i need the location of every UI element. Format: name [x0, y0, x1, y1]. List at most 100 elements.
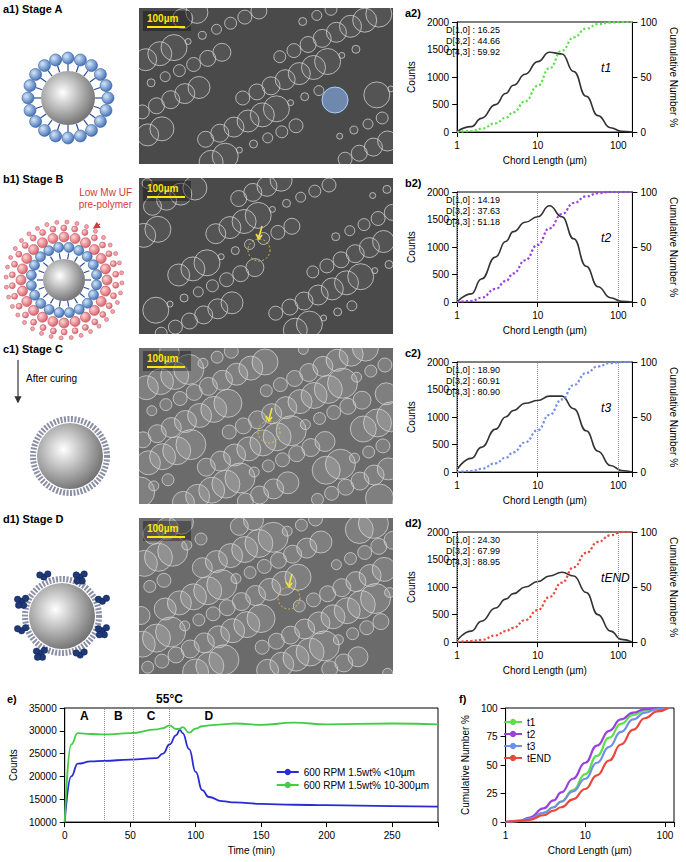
svg-text:D[4,3] : 80.90: D[4,3] : 80.90 — [446, 387, 500, 397]
svg-text:f): f) — [459, 693, 467, 705]
svg-text:0: 0 — [492, 817, 498, 828]
svg-text:D[4,3] : 59.92: D[4,3] : 59.92 — [446, 47, 500, 57]
svg-text:D[1,0] : 14.19: D[1,0] : 14.19 — [446, 195, 500, 205]
svg-text:1000: 1000 — [427, 412, 450, 423]
svg-text:20000: 20000 — [29, 771, 57, 782]
svg-text:0: 0 — [444, 637, 450, 648]
svg-text:Counts: Counts — [406, 401, 417, 433]
svg-text:2000: 2000 — [427, 17, 450, 28]
svg-text:d2): d2) — [405, 517, 422, 529]
svg-text:1500: 1500 — [427, 214, 450, 225]
svg-text:100µm: 100µm — [147, 183, 178, 194]
svg-text:c2): c2) — [405, 347, 421, 359]
svg-text:Counts: Counts — [8, 749, 19, 781]
svg-text:D[3,2] : 60.91: D[3,2] : 60.91 — [446, 376, 500, 386]
svg-text:0: 0 — [444, 127, 450, 138]
svg-text:100: 100 — [640, 357, 657, 368]
svg-text:c1) Stage C: c1) Stage C — [3, 343, 63, 355]
svg-text:2000: 2000 — [427, 187, 450, 198]
svg-text:1: 1 — [454, 480, 460, 491]
svg-text:d1) Stage D: d1) Stage D — [3, 513, 64, 525]
svg-text:Time (min): Time (min) — [228, 845, 275, 856]
svg-text:50: 50 — [640, 72, 652, 83]
svg-text:D[3,2] : 44.66: D[3,2] : 44.66 — [446, 36, 500, 46]
svg-text:50: 50 — [125, 830, 137, 841]
svg-text:Chord Length (µm): Chord Length (µm) — [503, 495, 587, 506]
svg-text:600 RPM 1.5wt% <10µm: 600 RPM 1.5wt% <10µm — [304, 767, 415, 778]
svg-text:500: 500 — [432, 269, 449, 280]
svg-text:1: 1 — [454, 310, 460, 321]
svg-text:2000: 2000 — [427, 527, 450, 538]
svg-text:Counts: Counts — [406, 571, 417, 603]
svg-text:200: 200 — [318, 830, 335, 841]
svg-text:600 RPM 1.5wt% 10-300µm: 600 RPM 1.5wt% 10-300µm — [304, 780, 429, 791]
svg-text:tEND: tEND — [601, 571, 630, 585]
svg-text:10: 10 — [532, 650, 544, 661]
svg-text:D[1,0] : 16.25: D[1,0] : 16.25 — [446, 25, 500, 35]
svg-text:1000: 1000 — [427, 72, 450, 83]
svg-text:1000: 1000 — [427, 582, 450, 593]
svg-text:D[1,0] : 24.30: D[1,0] : 24.30 — [446, 535, 500, 545]
svg-text:10: 10 — [532, 310, 544, 321]
svg-text:100: 100 — [640, 17, 657, 28]
svg-text:30000: 30000 — [29, 725, 57, 736]
svg-text:100µm: 100µm — [147, 353, 178, 364]
svg-text:100: 100 — [481, 703, 498, 714]
svg-text:55°C: 55°C — [156, 692, 183, 706]
svg-text:Chord Length (µm): Chord Length (µm) — [548, 845, 632, 856]
svg-text:1: 1 — [454, 650, 460, 661]
svg-text:D[1,0] : 18.90: D[1,0] : 18.90 — [446, 365, 500, 375]
svg-text:35000: 35000 — [29, 703, 57, 714]
svg-text:100: 100 — [610, 480, 627, 491]
svg-text:Cumulative Number %: Cumulative Number % — [460, 715, 471, 815]
svg-text:0: 0 — [640, 467, 646, 478]
svg-text:Counts: Counts — [406, 231, 417, 263]
svg-text:D[3,2] : 37.63: D[3,2] : 37.63 — [446, 206, 500, 216]
svg-text:100: 100 — [640, 527, 657, 538]
svg-text:1000: 1000 — [427, 242, 450, 253]
svg-text:tEND: tEND — [527, 753, 551, 764]
svg-text:250: 250 — [384, 830, 401, 841]
svg-text:0: 0 — [640, 127, 646, 138]
svg-text:25: 25 — [486, 788, 498, 799]
svg-text:t3: t3 — [527, 741, 536, 752]
svg-text:1: 1 — [503, 830, 509, 841]
svg-text:15000: 15000 — [29, 794, 57, 805]
svg-text:e): e) — [7, 693, 17, 705]
svg-text:75: 75 — [486, 731, 498, 742]
svg-text:Chord Length (µm): Chord Length (µm) — [503, 665, 587, 676]
svg-text:Cumulative Number %: Cumulative Number % — [668, 27, 679, 127]
svg-text:1500: 1500 — [427, 44, 450, 55]
svg-text:b1) Stage B: b1) Stage B — [3, 173, 64, 185]
svg-text:t3: t3 — [601, 401, 611, 415]
svg-text:Counts: Counts — [406, 61, 417, 93]
svg-text:1: 1 — [454, 140, 460, 151]
svg-text:Cumulative Number %: Cumulative Number % — [668, 197, 679, 297]
svg-text:Low Mw UF: Low Mw UF — [79, 187, 132, 198]
svg-text:b2): b2) — [405, 177, 422, 189]
svg-text:0: 0 — [444, 297, 450, 308]
svg-text:100: 100 — [657, 830, 674, 841]
svg-text:a1) Stage A: a1) Stage A — [3, 3, 63, 15]
svg-text:10000: 10000 — [29, 817, 57, 828]
svg-text:10: 10 — [532, 480, 544, 491]
svg-text:100: 100 — [187, 830, 204, 841]
svg-text:100µm: 100µm — [147, 523, 178, 534]
svg-text:150: 150 — [253, 830, 270, 841]
svg-text:0: 0 — [62, 830, 68, 841]
svg-text:t1: t1 — [527, 717, 536, 728]
svg-text:pre-polymer: pre-polymer — [79, 199, 133, 210]
svg-text:Cumulative Number %: Cumulative Number % — [668, 537, 679, 637]
svg-text:2000: 2000 — [427, 357, 450, 368]
svg-text:0: 0 — [640, 297, 646, 308]
svg-text:100: 100 — [610, 140, 627, 151]
svg-text:50: 50 — [640, 412, 652, 423]
svg-text:1500: 1500 — [427, 554, 450, 565]
svg-text:10: 10 — [580, 830, 592, 841]
svg-text:50: 50 — [640, 242, 652, 253]
svg-text:t2: t2 — [527, 729, 536, 740]
svg-text:100µm: 100µm — [147, 13, 178, 24]
svg-text:0: 0 — [444, 467, 450, 478]
svg-text:Chord Length (µm): Chord Length (µm) — [503, 155, 587, 166]
svg-text:a2): a2) — [405, 7, 421, 19]
